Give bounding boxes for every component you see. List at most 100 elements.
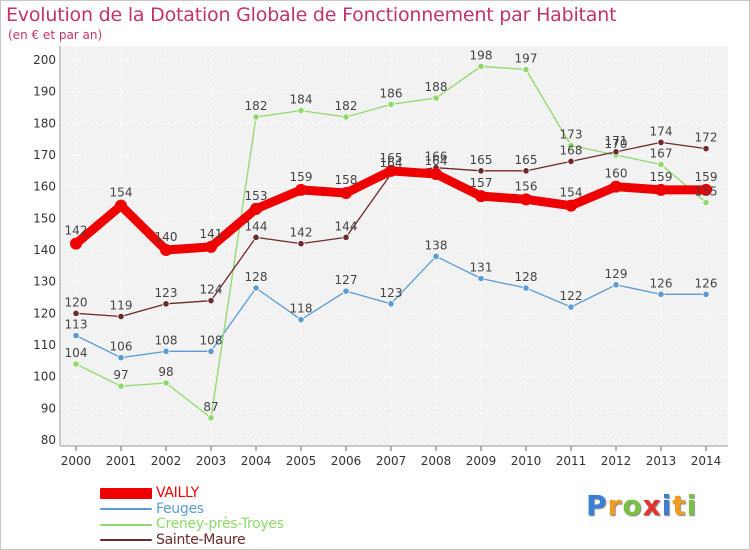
legend-label: Sainte-Maure [156,531,246,548]
x-tick-label: 2008 [421,454,452,468]
legend-swatch [100,523,152,526]
x-tick-label: 2006 [331,454,362,468]
data-label: 120 [65,295,88,309]
data-label: 113 [65,318,88,332]
data-point [297,107,305,115]
x-tick-label: 2011 [556,454,587,468]
data-label: 104 [65,346,88,360]
data-point [205,240,217,253]
data-point [342,113,350,121]
data-label: 198 [470,48,493,62]
legend-swatch [100,488,152,500]
data-point [250,202,262,215]
y-tick-label: 140 [33,243,56,257]
data-point [72,331,80,340]
data-label: 138 [425,238,448,252]
data-point [657,138,665,146]
data-label: 165 [470,153,493,167]
data-point [162,347,170,355]
x-tick-label: 2007 [376,454,407,468]
legend-swatch [100,508,152,511]
data-point [117,382,125,390]
data-label: 165 [380,151,403,165]
data-label: 167 [650,147,673,161]
data-point [387,300,395,308]
data-label: 126 [695,276,718,290]
data-labels-layer: 113 106 108 108 128 118 127 123 138 131 128 122 129 1… [65,48,718,414]
data-label: 159 [650,170,673,184]
data-point [295,183,307,196]
data-point [117,312,125,321]
y-tick-label: 160 [33,180,56,194]
data-label: 123 [380,286,403,300]
x-tick-label: 2014 [691,454,722,468]
data-point [522,167,530,175]
x-tick-label: 2004 [241,454,272,468]
data-point [475,190,487,203]
y-tick-label: 170 [33,148,56,162]
data-label: 164 [380,156,403,170]
x-tick-label: 2009 [466,454,497,468]
data-label: 142 [290,226,313,240]
data-point [207,297,215,305]
y-tick-label: 130 [33,275,56,289]
data-label: 153 [245,189,268,203]
x-tick-label: 2001 [106,454,137,468]
data-label: 106 [110,340,133,354]
legend-label: VAILLY [156,485,199,502]
y-tick-label: 200 [33,53,56,67]
legend-item: Sainte-Maure [100,531,284,549]
x-tick-label: 2000 [61,454,92,468]
data-label: 171 [605,134,628,148]
y-tick-label: 190 [33,85,56,99]
proxiti-logo: Proxiti [586,489,698,522]
x-tick-label: 2002 [151,454,182,468]
data-label: 173 [560,128,583,142]
x-tick-label: 2013 [646,454,677,468]
legend-item: Creney-près-Troyes [100,517,284,533]
data-point [252,113,260,121]
data-label: 128 [245,270,268,284]
data-label: 118 [290,302,313,316]
data-point [340,187,352,199]
data-label: 168 [560,143,583,157]
data-label: 157 [470,176,493,190]
y-tick-label: 180 [33,116,56,130]
data-label: 127 [335,273,358,287]
data-label: 98 [158,365,173,379]
data-point [567,303,575,311]
data-point [612,148,620,156]
data-label: 108 [155,333,178,347]
data-label: 156 [515,179,538,193]
data-label: 129 [605,267,628,281]
data-point [252,233,260,241]
data-label: 158 [335,173,358,187]
data-label: 97 [113,368,128,382]
data-point [477,167,485,175]
data-label: 159 [290,170,313,184]
series-layer [70,62,712,422]
chart-title: Evolution de la Dotation Globale de Fonc… [6,4,617,26]
legend-item: Feuges [100,500,284,518]
data-point [72,309,80,317]
y-tick-label: 110 [33,338,56,352]
data-point [207,347,215,355]
data-point [297,240,305,248]
data-point [657,290,665,298]
data-point [297,316,305,324]
data-label: 184 [290,93,313,107]
data-label: 172 [695,131,718,145]
data-point [430,168,442,180]
data-point [162,379,170,387]
data-point [432,94,440,102]
data-point [115,199,127,212]
data-label: 164 [425,154,448,168]
data-label: 154 [560,186,583,200]
legend-label: Feuges [156,500,204,517]
x-tick-label: 2012 [601,454,632,468]
data-point [342,233,350,241]
data-label: 144 [245,219,268,233]
y-tick-label: 80 [41,433,56,447]
data-label: 165 [515,153,538,167]
